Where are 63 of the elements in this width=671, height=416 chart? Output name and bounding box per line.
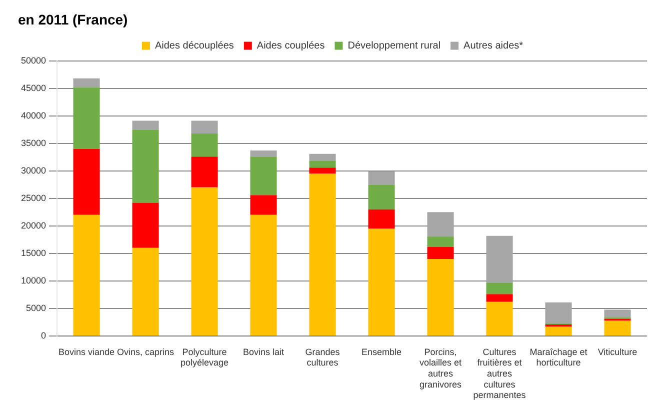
x-tick-label: Porcins, volailles et autres granivores (419, 346, 462, 390)
bar (132, 130, 159, 203)
bar (427, 236, 454, 247)
y-tick-label: 45000 (20, 82, 46, 93)
bar (309, 168, 336, 174)
y-tick-label: 25000 (20, 192, 46, 203)
bar (486, 282, 513, 294)
legend-label: Aides couplées (256, 40, 325, 52)
bar (73, 214, 100, 336)
bar (73, 87, 100, 149)
bar (132, 202, 159, 248)
y-tick-label: 10000 (20, 275, 46, 286)
x-tick-label: Maraîchage et horticulture (530, 346, 588, 368)
x-tick-label: Cultures fruitières et autres cultures permanentes (473, 346, 526, 400)
bar (368, 171, 395, 185)
bar (427, 258, 454, 336)
bar (250, 195, 277, 215)
bar (250, 156, 277, 196)
bar (545, 324, 572, 327)
legend-label: Aides découplées (154, 40, 234, 52)
chart-title: en 2011 (France) (18, 11, 128, 28)
bar (132, 248, 159, 336)
x-tick-label: Ensemble (361, 346, 402, 357)
x-tick-label: Bovins viande (58, 346, 115, 357)
bar (486, 236, 513, 283)
bar (309, 160, 336, 168)
y-tick-label: 5000 (26, 302, 46, 313)
bar (545, 302, 572, 324)
bar (486, 294, 513, 302)
bar (604, 310, 631, 318)
bar (132, 120, 159, 130)
y-tick-label: 15000 (20, 248, 46, 258)
bar (250, 214, 277, 336)
y-tick-label: 30000 (20, 165, 46, 176)
x-tick-label: Bovins lait (243, 346, 285, 357)
x-tick-label: Ovins, caprins (117, 346, 175, 357)
bar (309, 154, 336, 161)
bar (73, 148, 100, 215)
bar (191, 187, 218, 336)
y-tick-label: 50000 (20, 55, 46, 66)
y-tick-label: 35000 (20, 138, 46, 148)
bar (427, 246, 454, 259)
bar (368, 184, 395, 210)
x-tick-label: Viticulture (598, 346, 638, 357)
bar (309, 174, 336, 336)
y-tick-label: 40000 (20, 110, 46, 120)
legend-label: Développement rural (348, 40, 441, 52)
x-tick-label: Polyculture polyélevage (180, 346, 229, 368)
bar (604, 320, 631, 336)
bar (427, 212, 454, 236)
bar (73, 78, 100, 88)
bar (545, 326, 572, 336)
y-tick-label: 20000 (20, 220, 46, 230)
bar (250, 150, 277, 157)
bar (368, 228, 395, 336)
x-tick-label: Grandes cultures (305, 346, 340, 368)
bar (486, 302, 513, 336)
y-tick-label: 0 (41, 330, 46, 340)
bar (191, 133, 218, 157)
bar (368, 209, 395, 229)
bar (191, 156, 218, 188)
bar (191, 120, 218, 134)
legend-label: Autres aides* (464, 40, 524, 52)
